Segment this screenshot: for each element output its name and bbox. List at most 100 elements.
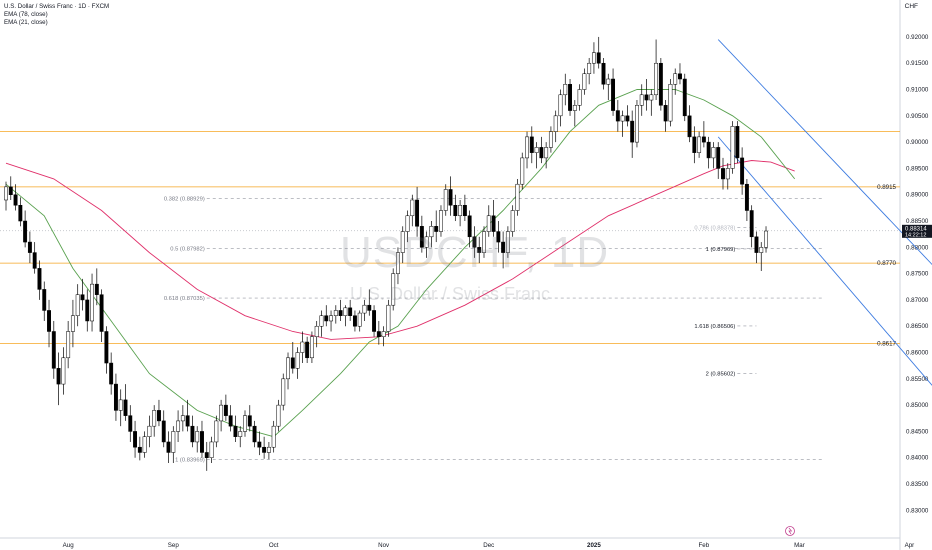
candle-down (200, 431, 204, 453)
price-tick-label: 0.91000 (906, 87, 929, 94)
candle-down (37, 268, 42, 290)
candle-up (219, 404, 224, 422)
candle-up (357, 312, 362, 327)
price-tick-label: 0.83000 (906, 507, 929, 514)
candle-up (764, 230, 768, 248)
candle-up (214, 420, 219, 443)
candle-up (386, 304, 391, 332)
candle-down (716, 147, 721, 169)
candle-up (673, 73, 678, 85)
legend-title[interactable]: U.S. Dollar / Swiss Franc · 1D · FXCM (4, 3, 110, 10)
candle-down (352, 315, 357, 327)
candle-up (381, 331, 386, 337)
price-tick-label: 0.90500 (906, 113, 929, 120)
replay-icon-glyph (788, 527, 793, 535)
candle-down (123, 399, 128, 416)
candle-down (128, 415, 133, 432)
candle-down (252, 425, 257, 443)
candle-down (56, 368, 61, 385)
candle-up (266, 446, 271, 453)
candle-up (152, 410, 157, 427)
legend-ema-21[interactable]: EMA (21, close) (4, 19, 48, 26)
candle-up (295, 352, 300, 369)
candle-down (228, 415, 233, 427)
candle-up (391, 273, 396, 306)
candle-up (343, 307, 348, 316)
time-tick-label: Feb (699, 542, 710, 549)
candle-down (740, 157, 745, 185)
candle-down (467, 215, 472, 238)
candle-down (644, 94, 649, 101)
legend-ema-78[interactable]: EMA (78, close) (4, 11, 48, 18)
candle-up (4, 186, 8, 201)
candle-up (505, 231, 510, 253)
candle-down (85, 299, 90, 322)
watermark-name: U.S. Dollar / Swiss Franc (350, 284, 551, 304)
fib-label: 1 (0.83969) (175, 457, 205, 463)
candle-up (70, 315, 75, 332)
price-tick-label: 0.83500 (906, 481, 929, 488)
candle-down (204, 452, 209, 458)
candle-up (362, 304, 367, 314)
candle-down (434, 226, 439, 232)
candle-down (257, 441, 262, 448)
candle-up (61, 357, 66, 385)
candle-down (348, 307, 353, 316)
candle-down (27, 241, 32, 253)
candle-down (104, 331, 109, 364)
candle-down (568, 84, 572, 111)
fib-label: 0.382 (0.88929) (164, 196, 205, 202)
price-tick-label: 0.84500 (906, 428, 929, 435)
candle-up (587, 62, 592, 74)
candle-up (271, 425, 276, 448)
currency-label: CHF (904, 3, 918, 10)
candle-up (400, 231, 405, 253)
candle-down (32, 252, 37, 269)
time-tick-label: Aug (63, 542, 75, 549)
candle-up (238, 431, 243, 437)
candle-up (759, 247, 764, 253)
last-price-tag (902, 224, 932, 238)
candle-up (711, 147, 716, 159)
candle-down (692, 136, 697, 153)
candle-down (99, 294, 104, 332)
candle-down (376, 331, 381, 337)
candle-up (534, 147, 539, 153)
candle-down (496, 231, 501, 243)
candle-down (687, 115, 692, 138)
candle-down (663, 105, 668, 122)
candle-up (635, 105, 639, 143)
candle-down (749, 210, 754, 238)
candle-up (510, 210, 515, 232)
time-tick-label: Dec (483, 542, 494, 549)
candle-down (625, 115, 630, 122)
candle-down (23, 220, 28, 243)
candle-down (472, 236, 477, 248)
candle-up (286, 357, 290, 380)
fib-ext-label: 1 (0.87969) (706, 247, 736, 253)
candle-down (13, 194, 18, 206)
candle-down (94, 283, 99, 295)
candle-down (453, 205, 458, 217)
candle-up (118, 399, 123, 411)
level-label: 0.8770 (877, 260, 896, 267)
candle-up (544, 147, 549, 159)
candle-down (233, 425, 238, 437)
candle-down (109, 362, 114, 385)
candle-up (276, 404, 281, 427)
fib-ext-label: 0.786 (0.88378) (694, 225, 735, 231)
time-tick-label: Apr (905, 542, 915, 549)
time-tick-label: Sep (168, 542, 180, 549)
candle-up (439, 210, 443, 232)
candle-down (80, 294, 85, 301)
candle-up (147, 425, 152, 437)
price-tick-label: 0.87000 (906, 297, 929, 304)
last-price-value: 0.88314 (905, 226, 927, 232)
candle-down (744, 183, 749, 211)
candle-up (591, 52, 596, 64)
time-tick-label: 2025 (587, 542, 601, 549)
candle-down (42, 289, 47, 311)
candle-up (314, 325, 319, 338)
